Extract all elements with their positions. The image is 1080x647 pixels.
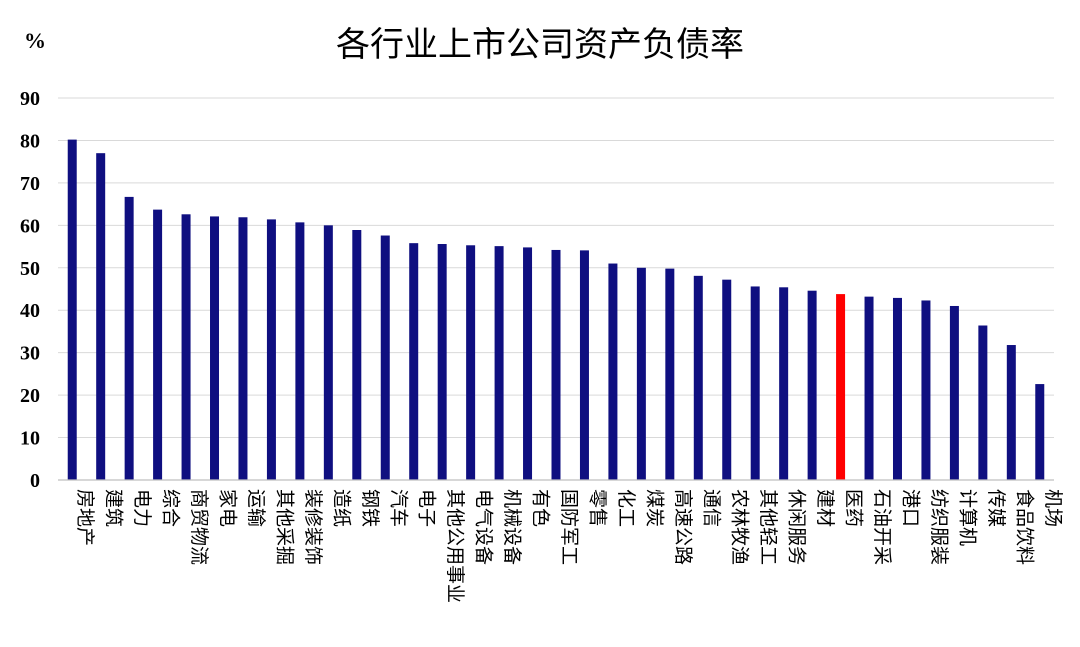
bar-30 — [921, 300, 931, 480]
bar-2 — [124, 196, 134, 480]
x-tick-label: 零售 — [586, 489, 608, 527]
x-tick-label: 汽车 — [387, 489, 409, 527]
x-tick-label: 煤炭 — [643, 489, 665, 527]
bar-14 — [466, 245, 476, 480]
x-tick-label: 纺织服装 — [928, 489, 950, 565]
bar-21 — [665, 268, 675, 480]
x-tick-label: 其他公用事业 — [444, 489, 466, 603]
y-tick-label: 90 — [20, 88, 40, 110]
bar-12 — [409, 243, 419, 480]
bar-6 — [238, 217, 248, 480]
y-tick-label: 80 — [20, 130, 40, 152]
bar-15 — [494, 246, 504, 480]
x-tick-label: 有色 — [530, 489, 552, 527]
x-tick-label: 传媒 — [985, 489, 1007, 527]
bar-13 — [437, 244, 447, 480]
x-tick-label: 商贸物流 — [188, 489, 210, 565]
x-tick-label: 医药 — [843, 489, 865, 527]
y-axis-unit-label: % — [24, 28, 46, 53]
bar-17 — [551, 249, 561, 480]
x-tick-label: 造纸 — [330, 489, 352, 527]
bar-8 — [295, 222, 305, 480]
bar-23 — [722, 279, 732, 480]
x-tick-label: 通信 — [700, 489, 722, 527]
x-tick-label: 高速公路 — [672, 489, 694, 565]
bar-33 — [1006, 345, 1016, 480]
y-tick-label: 30 — [20, 343, 40, 365]
bar-10 — [352, 230, 362, 480]
x-tick-label: 港口 — [899, 489, 921, 527]
bar-4 — [181, 214, 191, 480]
y-tick-label: 0 — [30, 470, 40, 492]
y-tick-label: 10 — [20, 428, 40, 450]
x-tick-label: 食品饮料 — [1013, 489, 1035, 565]
bar-31 — [949, 305, 959, 480]
x-tick-label: 综合 — [160, 489, 182, 527]
x-tick-label: 计算机 — [956, 489, 978, 546]
x-tick-label: 石油开采 — [871, 489, 893, 565]
y-tick-label: 70 — [20, 173, 40, 195]
x-tick-label: 运输 — [245, 489, 267, 527]
y-tick-label: 40 — [20, 300, 40, 322]
x-tick-label: 休闲服务 — [786, 489, 808, 565]
x-axis-category-labels: 房地产 建筑 电力 综合 商贸物流 家电 运输 其他采掘 装修装饰 造纸 钢铁 汽车 电子 其他公用事业电… — [74, 489, 1064, 603]
x-tick-label: 其他轻工 — [757, 489, 779, 565]
x-tick-label: 机械设备 — [501, 489, 523, 565]
x-tick-label: 建材 — [814, 489, 836, 527]
y-tick-label: 50 — [20, 258, 40, 280]
bar-0 — [67, 139, 77, 480]
x-tick-label: 电气设备 — [473, 489, 495, 565]
bar-16 — [523, 247, 533, 480]
x-tick-label: 化工 — [615, 489, 637, 527]
bar-26 — [807, 290, 817, 480]
y-tick-label: 20 — [20, 385, 40, 407]
bar-22 — [693, 275, 703, 480]
x-tick-label: 家电 — [217, 489, 239, 527]
chart-title: 各行业上市公司资产负债率 — [336, 25, 744, 65]
x-tick-label: 装修装饰 — [302, 489, 324, 565]
bar-1 — [96, 153, 106, 480]
x-tick-label: 电力 — [131, 489, 153, 527]
y-tick-label: 60 — [20, 215, 40, 237]
x-tick-label: 建筑 — [103, 489, 125, 527]
bar-7 — [266, 219, 276, 480]
bar-20 — [636, 267, 646, 480]
x-tick-label: 房地产 — [74, 489, 96, 546]
bar-28 — [864, 296, 874, 480]
y-axis-ticks: 0 10 20 30 40 50 60 70 80 90 — [20, 88, 40, 492]
bar-34 — [1035, 384, 1045, 480]
x-tick-label: 其他采掘 — [273, 489, 295, 565]
x-tick-label: 机场 — [1042, 489, 1064, 527]
x-tick-label: 国防军工 — [558, 489, 580, 565]
bar-27 — [836, 294, 846, 480]
x-tick-label: 钢铁 — [359, 489, 381, 527]
bar-9 — [323, 225, 333, 480]
bar-19 — [608, 263, 618, 480]
bars — [67, 139, 1045, 481]
bar-5 — [210, 216, 220, 481]
bar-18 — [579, 250, 589, 480]
bar-25 — [779, 287, 789, 480]
bar-11 — [380, 235, 390, 480]
x-tick-label: 电子 — [416, 489, 438, 527]
bar-29 — [892, 297, 902, 480]
bar-3 — [153, 209, 163, 480]
bar-24 — [750, 286, 760, 480]
bar-32 — [978, 325, 988, 480]
x-tick-label: 农林牧渔 — [729, 489, 751, 565]
